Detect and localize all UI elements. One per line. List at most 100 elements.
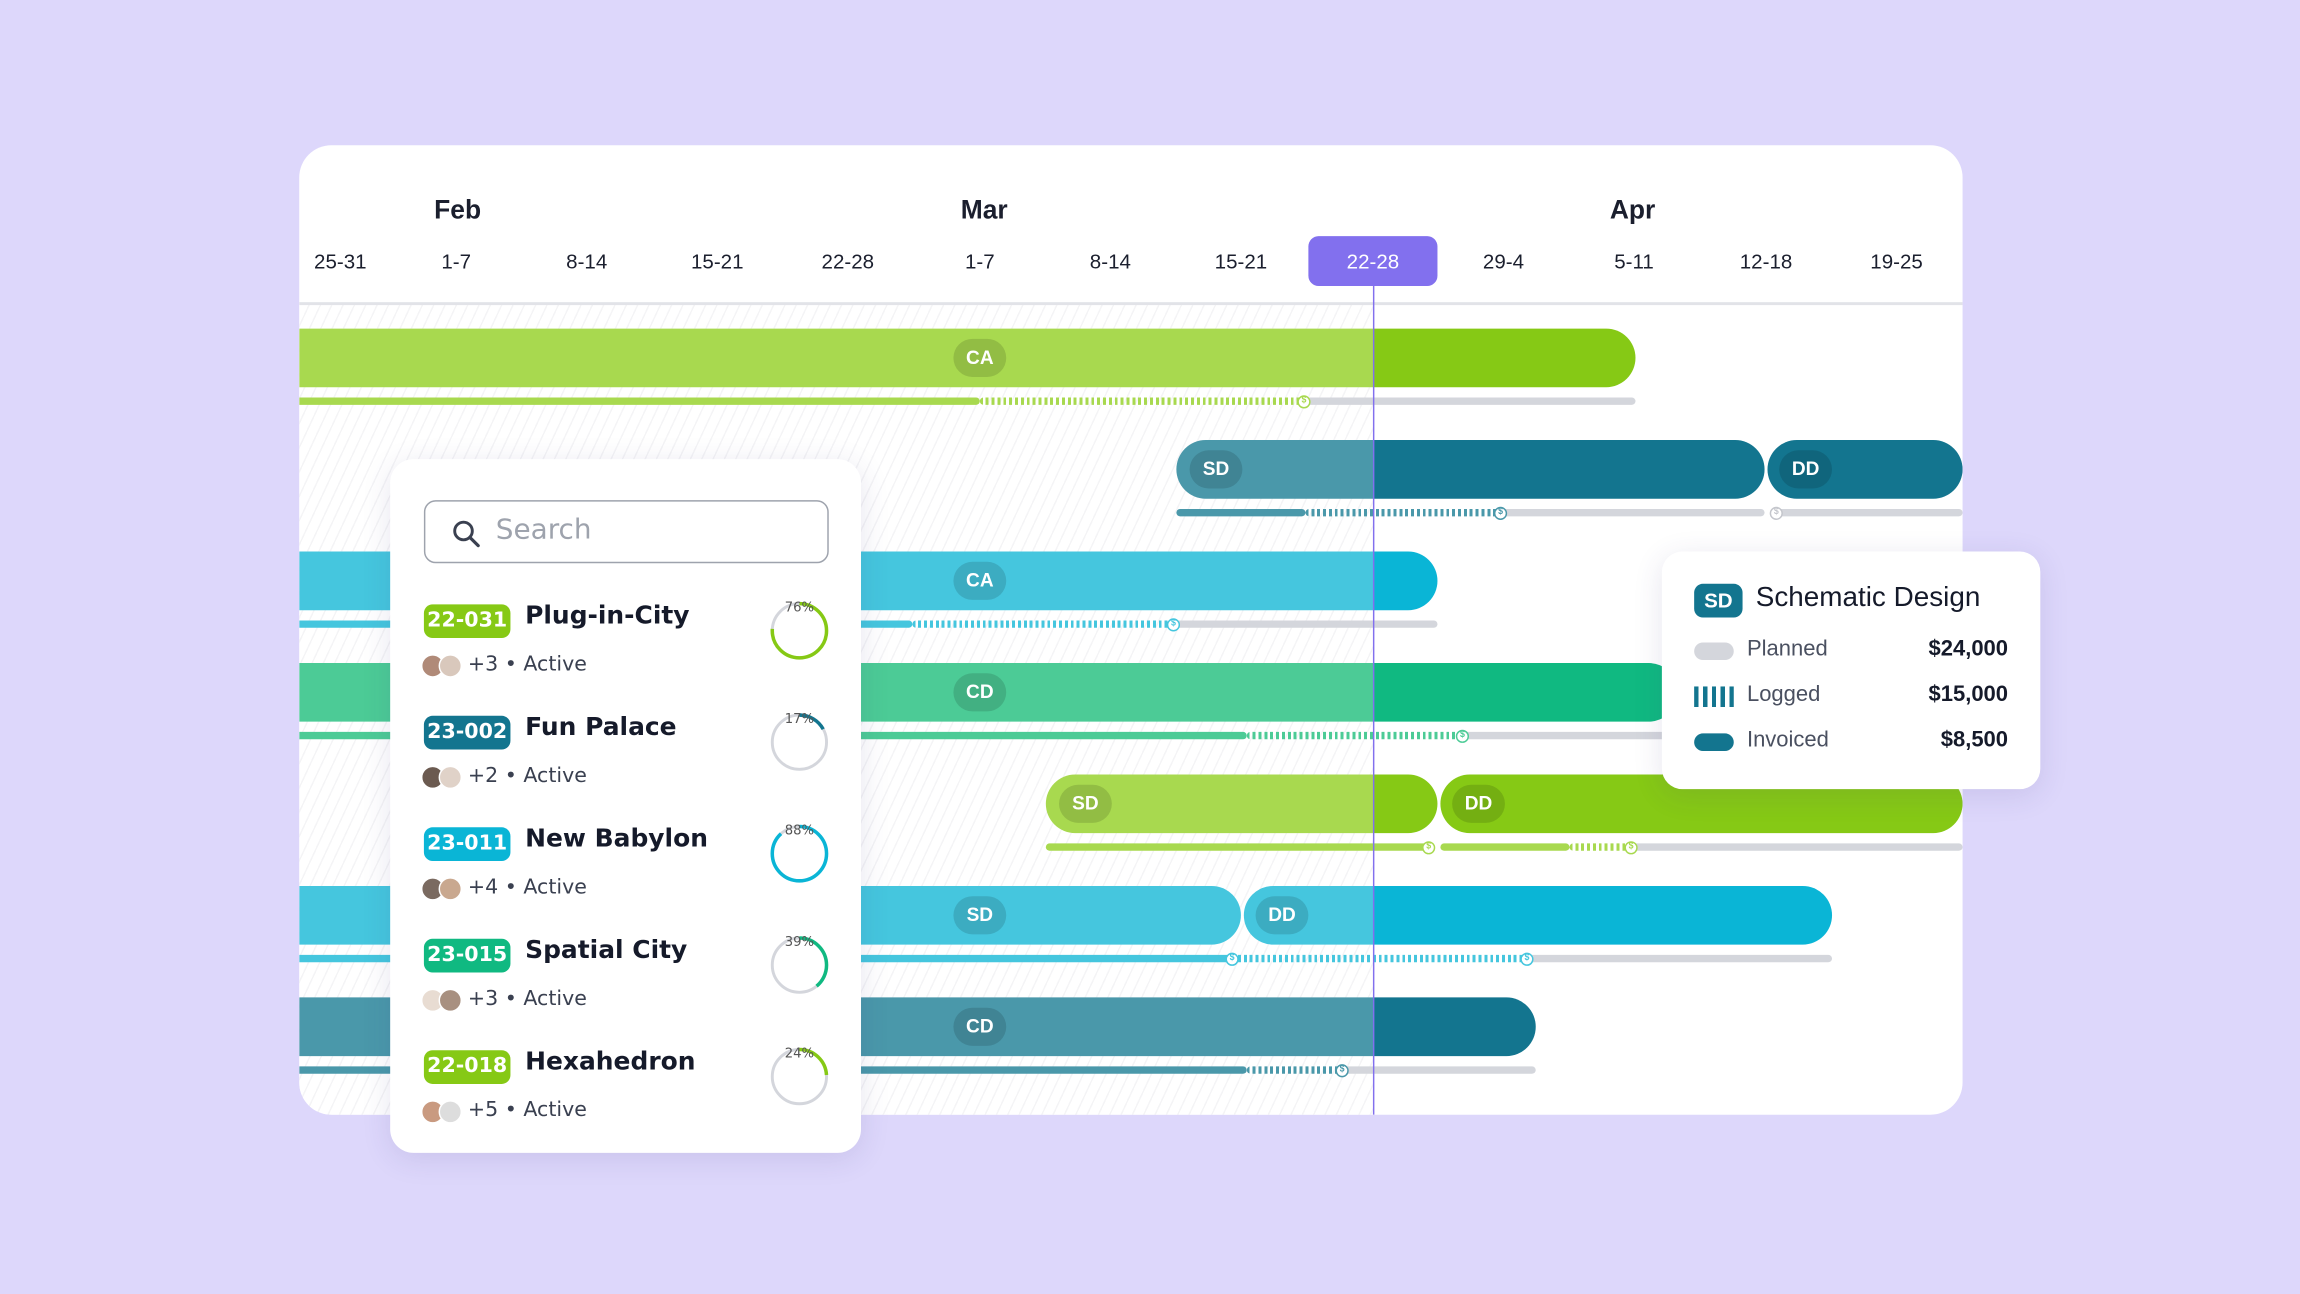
project-status: Active (523, 652, 587, 677)
week-label[interactable]: 22-28 (821, 249, 875, 273)
phase-label: DD (1452, 784, 1505, 823)
invoiced-line (1045, 843, 1429, 851)
tooltip-value: $24,000 (1928, 636, 2009, 662)
week-label[interactable]: 29-4 (1482, 249, 1525, 273)
separator: • (498, 1098, 524, 1123)
project-name: Spatial City (525, 935, 688, 966)
member-count: +2 (467, 764, 499, 788)
logged-line (1305, 508, 1501, 517)
progress-label: 39% (784, 935, 815, 951)
avatar (438, 877, 463, 901)
dollar-marker-icon: $ (1297, 394, 1311, 408)
week-label[interactable]: 12-18 (1739, 249, 1793, 273)
search-field[interactable] (423, 500, 829, 564)
project-item[interactable]: 22-018 Hexahedron +5 • Active 24% (420, 1047, 832, 1144)
tooltip-row-invoiced: Invoiced $8,500 (1694, 728, 2008, 757)
project-meta: +2 • Active (468, 764, 587, 787)
member-count: +4 (467, 875, 499, 900)
separator: • (498, 987, 524, 1011)
phase-label: DD (1255, 896, 1309, 935)
project-code-badge: 23-002 (423, 715, 511, 750)
project-code-badge: 23-011 (423, 827, 511, 862)
dollar-marker-icon: $ (1624, 840, 1638, 854)
phase-label: CA (953, 561, 1007, 600)
project-meta: +5 • Active (468, 1099, 587, 1122)
project-panel: 22-031 Plug-in-City +3 • Active 76% 23-002 Fu… (390, 459, 862, 1153)
logged-swatch-icon (1694, 686, 1734, 707)
separator: • (498, 764, 524, 788)
planned-line (1303, 397, 1636, 405)
dollar-marker-icon: $ (1422, 840, 1436, 854)
logged-line (1246, 1066, 1343, 1074)
dollar-marker-icon: $ (1166, 617, 1181, 631)
project-item[interactable]: 22-031 Plug-in-City +3 • Active 76% (420, 601, 832, 698)
week-label[interactable]: 5-11 (1614, 249, 1654, 273)
phase-bar[interactable] (1176, 440, 1765, 499)
phase-tooltip: SD Schematic Design Planned $24,000 Logged… (1661, 551, 2041, 790)
search-icon (453, 520, 480, 548)
week-label[interactable]: 15-21 (1214, 249, 1268, 273)
progress-label: 88% (784, 824, 815, 840)
dollar-marker-icon: $ (1769, 506, 1783, 520)
invoiced-line (1176, 508, 1306, 517)
phase-label: SD (1059, 784, 1112, 823)
week-label[interactable]: 25-31 (314, 249, 367, 273)
logged-line (1569, 843, 1632, 851)
week-label[interactable]: 8-14 (1089, 249, 1131, 273)
invoiced-line (1440, 843, 1570, 851)
week-label[interactable]: 15-21 (691, 249, 744, 273)
phase-label: DD (1779, 450, 1833, 489)
planned-line (1631, 843, 1963, 851)
phase-bar[interactable] (1767, 440, 1963, 499)
progress-ring: 17% (770, 713, 829, 778)
project-name: Fun Palace (525, 712, 677, 743)
planned-line (1173, 620, 1438, 628)
dollar-marker-icon: $ (1493, 506, 1508, 520)
progress-label: 76% (784, 601, 815, 617)
month-label: Apr (1609, 195, 1656, 225)
search-input[interactable] (495, 513, 804, 546)
logged-line (912, 620, 1174, 628)
project-item[interactable]: 23-002 Fun Palace +2 • Active 17% (420, 712, 832, 810)
project-name: Hexahedron (525, 1047, 696, 1077)
header-divider (299, 302, 1963, 306)
planned-line (1462, 731, 1679, 740)
phase-bar[interactable] (299, 328, 1636, 388)
planned-line (1342, 1066, 1536, 1074)
avatar (438, 765, 463, 790)
member-count: +3 (467, 652, 499, 677)
tooltip-label: Invoiced (1746, 727, 1829, 753)
week-label[interactable]: 1-7 (964, 249, 995, 273)
planned-swatch-icon (1694, 642, 1734, 661)
dollar-marker-icon: $ (1335, 1063, 1349, 1077)
planned-line (1776, 508, 1963, 517)
week-label[interactable]: 19-25 (1870, 249, 1923, 273)
tooltip-value: $15,000 (1928, 682, 2009, 707)
progress-ring: 88% (770, 824, 829, 889)
project-meta: +3 • Active (468, 987, 587, 1010)
project-item[interactable]: 23-011 New Babylon +4 • Active 88% (420, 824, 832, 921)
project-status: Active (523, 1098, 587, 1123)
logged-line (979, 397, 1304, 405)
invoiced-swatch-icon (1694, 733, 1734, 752)
project-item[interactable]: 23-015 Spatial City +3 • Active 39% (420, 935, 832, 1033)
avatar (438, 654, 463, 678)
phase-badge: SD (1694, 583, 1743, 618)
phase-label: CD (953, 673, 1007, 712)
project-name: New Babylon (525, 824, 708, 854)
phase-bar[interactable] (1045, 774, 1438, 834)
week-label[interactable]: 1-7 (441, 249, 472, 273)
phase-bar[interactable] (1243, 885, 1833, 945)
project-code-badge: 22-031 (423, 604, 511, 639)
project-status: Active (523, 764, 587, 788)
member-count: +3 (467, 987, 499, 1011)
avatar (438, 1100, 463, 1124)
progress-ring: 76% (770, 601, 829, 666)
tooltip-label: Planned (1746, 636, 1828, 662)
project-code-badge: 23-015 (423, 938, 511, 973)
week-label[interactable]: 8-14 (566, 249, 608, 273)
today-line (1372, 274, 1375, 1115)
project-status: Active (523, 875, 587, 900)
separator: • (498, 652, 524, 677)
tooltip-value: $8,500 (1940, 727, 2009, 753)
